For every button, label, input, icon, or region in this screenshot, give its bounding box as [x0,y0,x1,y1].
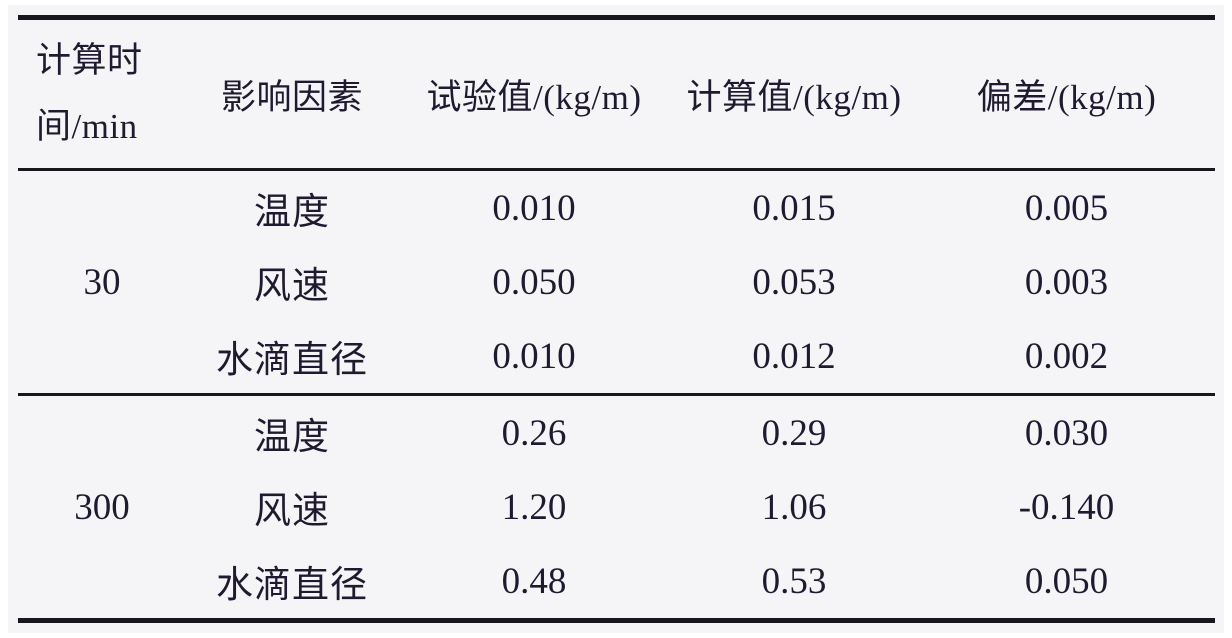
factor-cell: 水滴直径 [216,340,368,381]
factor-cell: 温度 [254,192,330,233]
header-test-value: 试验值/(kg/m) [426,77,642,117]
factor-cell: 水滴直径 [216,565,368,606]
header-time: 计算时间/min [36,40,143,147]
group-300: 300 温度 0.26 0.29 0.030 风速 1.20 1.06 -0.1… [18,395,1215,621]
header-calc-value: 计算值/(kg/m) [686,77,902,117]
test-value-cell: 0.010 [492,335,576,377]
deviation-cell: -0.140 [1018,486,1115,528]
calc-value-cell: 1.06 [761,486,827,528]
test-value-cell: 0.050 [492,261,576,303]
table-row: 水滴直径 0.010 0.012 0.002 [18,319,1215,395]
calc-value-cell: 0.29 [761,412,827,454]
calc-value-cell: 0.053 [752,261,836,303]
deviation-cell: 0.030 [1024,412,1109,454]
header-deviation: 偏差/(kg/m) [976,77,1157,117]
deviation-cell: 0.002 [1024,335,1109,377]
table-row: 水滴直径 0.48 0.53 0.050 [18,544,1215,621]
factor-cell: 温度 [254,417,330,458]
header-row: 计算时间/min 影响因素 试验值/(kg/m) 计算值/(kg/m) 偏差/(… [18,18,1215,170]
table-row: 30 温度 0.010 0.015 0.005 [18,170,1215,303]
table-row: 风速 1.20 1.06 -0.140 [18,470,1215,544]
calc-value-cell: 0.015 [752,187,836,229]
deviation-cell: 0.005 [1024,187,1109,229]
calc-value-cell: 0.53 [761,560,827,602]
test-value-cell: 0.26 [501,412,567,454]
deviation-cell: 0.050 [1024,560,1109,602]
factor-cell: 风速 [254,266,330,307]
test-value-cell: 0.010 [492,187,576,229]
factor-cell: 风速 [254,491,330,532]
calc-value-cell: 0.012 [752,335,836,377]
deviation-cell: 0.003 [1024,261,1109,303]
data-table: 计算时间/min 影响因素 试验值/(kg/m) 计算值/(kg/m) 偏差/(… [18,15,1215,623]
paper-background: 计算时间/min 影响因素 试验值/(kg/m) 计算值/(kg/m) 偏差/(… [8,5,1224,633]
time-cell: 30 [83,261,121,303]
test-value-cell: 0.48 [501,560,567,602]
header-factor: 影响因素 [220,77,363,117]
table-header: 计算时间/min 影响因素 试验值/(kg/m) 计算值/(kg/m) 偏差/(… [18,18,1215,170]
test-value-cell: 1.20 [501,486,567,528]
table-row: 300 温度 0.26 0.29 0.030 [18,395,1215,528]
time-cell: 300 [74,486,130,528]
group-30: 30 温度 0.010 0.015 0.005 风速 0.050 0.053 0… [18,170,1215,395]
table-row: 风速 0.050 0.053 0.003 [18,245,1215,319]
